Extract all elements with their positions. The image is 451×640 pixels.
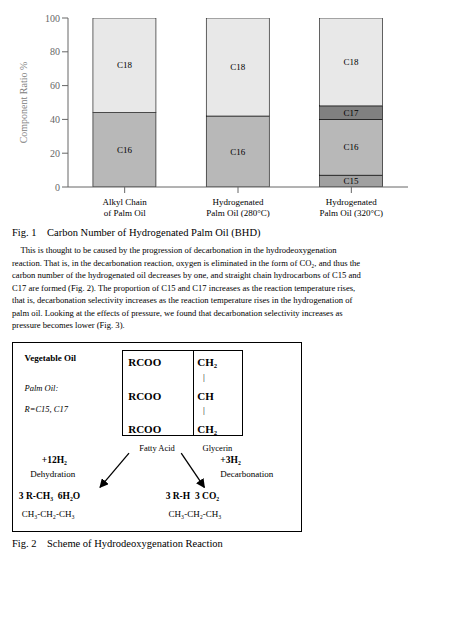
html-text:pressure becomes lower (Fig. 3: pressure becomes lower (Fig. 3).	[12, 320, 125, 330]
svg-text:HydrogenatedPalm Oil (280°C): HydrogenatedPalm Oil (280°C)	[206, 197, 270, 218]
svg-text:Alkyl Chainof Palm Oil: Alkyl Chainof Palm Oil	[103, 197, 148, 218]
html-text:Dehydration: Dehydration	[30, 469, 76, 480]
html-text:CH₃-CH₂-CH₃: CH₃-CH₂-CH₃	[168, 508, 222, 519]
html-text:Fig. 1 Carbon Number of Hydrog: Fig. 1 Carbon Number of Hydrogenated Pal…	[12, 227, 261, 238]
svg-text:80: 80	[50, 46, 60, 57]
svg-text:100: 100	[45, 13, 60, 24]
html-text:reaction. That is, in the deca: reaction. That is, in the decarbonation …	[12, 257, 361, 268]
html-text:R=C15, C17: R=C15, C17	[24, 403, 68, 414]
svg-text:C16: C16	[230, 147, 246, 157]
svg-text:20: 20	[50, 148, 60, 159]
html-text:Fig. 2 Scheme of Hydrodeoxygen: Fig. 2 Scheme of Hydrodeoxygenation Reac…	[12, 537, 223, 549]
html-text:Fatty Acid: Fatty Acid	[139, 443, 175, 453]
html-text:that is, decarbonation selecti: that is, decarbonation selectivity incre…	[12, 295, 353, 305]
html-text:RCOO: RCOO	[128, 389, 162, 402]
html-text:C17 are formed (Fig. 2). The p: C17 are formed (Fig. 2). The proportion …	[12, 282, 356, 293]
html-text:Vegetable Oil: Vegetable Oil	[24, 352, 76, 363]
html-text:3 R-H 3 CO₂: 3 R-H 3 CO₂	[165, 491, 220, 501]
svg-text:C18: C18	[344, 57, 360, 67]
svg-text:C15: C15	[344, 176, 360, 186]
html-text:palm oil. Looking at the effec: palm oil. Looking at the effects of pres…	[12, 307, 343, 318]
svg-text:60: 60	[50, 80, 60, 91]
html-text:CH₃-CH₂-CH₃: CH₃-CH₂-CH₃	[21, 508, 75, 519]
svg-text:HydrogenatedPalm Oil (320°C): HydrogenatedPalm Oil (320°C)	[320, 197, 384, 218]
svg-text:Component Ratio %: Component Ratio %	[18, 62, 29, 144]
html-text:CH: CH	[197, 389, 214, 402]
html-text:Decarbonation: Decarbonation	[220, 469, 274, 480]
html-text:Glycerin: Glycerin	[202, 443, 233, 453]
svg-text:C16: C16	[117, 145, 133, 155]
html-text:RCOO: RCOO	[128, 423, 162, 436]
svg-text:C18: C18	[230, 62, 246, 72]
svg-text:0: 0	[55, 182, 60, 193]
html-text:CH₂: CH₂	[197, 355, 218, 368]
svg-text:C17: C17	[344, 108, 360, 118]
html-text:carbon number of the hydrogena: carbon number of the hydrogenated oil de…	[12, 270, 361, 280]
html-text:RCOO: RCOO	[128, 355, 162, 368]
svg-text:40: 40	[50, 114, 60, 125]
svg-text:C18: C18	[117, 60, 133, 70]
html-text:+12H₂: +12H₂	[41, 455, 67, 466]
html-text:+3H₂: +3H₂	[220, 455, 241, 466]
html-text:This is thought to be caused b: This is thought to be caused by the prog…	[12, 245, 337, 255]
svg-text:C16: C16	[344, 142, 360, 152]
html-text:Palm Oil:: Palm Oil:	[24, 382, 59, 393]
html-text:3 R-CH₃ 6H₂O: 3 R-CH₃ 6H₂O	[18, 491, 81, 501]
html-text:CH₂: CH₂	[197, 423, 218, 436]
